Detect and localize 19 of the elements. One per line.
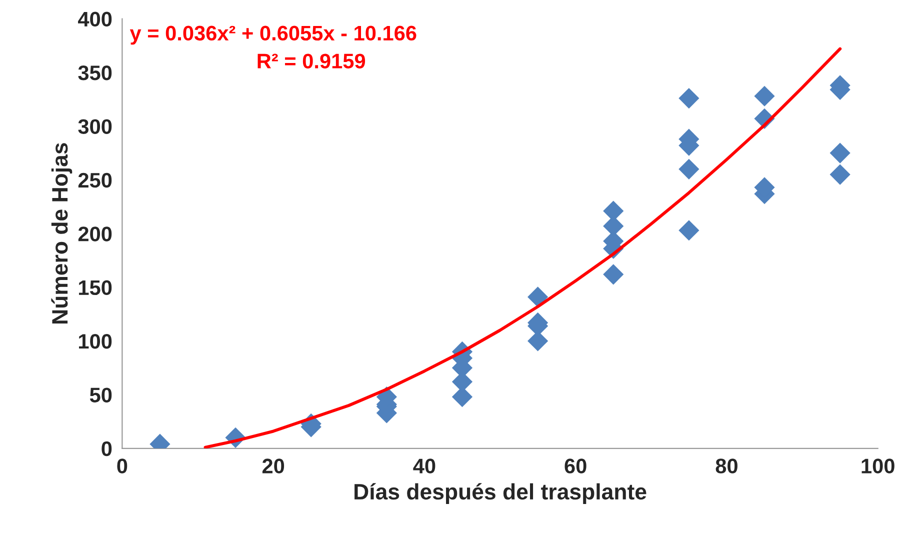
x-tick-label: 100 <box>862 458 894 474</box>
annotation: y = 0.036x² + 0.6055x - 10.166 <box>130 26 416 45</box>
y-tick-label: 0 <box>102 441 112 456</box>
y-tick-label: 50 <box>90 388 112 402</box>
y-tick-label: 350 <box>78 65 112 80</box>
x-tick-label: 0 <box>117 458 128 474</box>
y-tick-label: 200 <box>78 226 112 242</box>
y-axis-title: Número de Hojas <box>51 143 72 324</box>
x-axis-title: Días después del trasplante <box>354 483 646 504</box>
y-tick-label: 400 <box>78 12 112 27</box>
y-tick-label: 250 <box>78 172 112 188</box>
x-tick-label: 40 <box>413 458 436 474</box>
annotation: R² = 0.9159 <box>258 54 366 68</box>
x-tick-label: 60 <box>564 458 586 474</box>
x-tick-label: 80 <box>716 458 738 474</box>
y-tick-label: 150 <box>79 280 112 296</box>
y-tick-label: 300 <box>78 119 112 134</box>
y-tick-label: 100 <box>79 334 112 349</box>
x-tick-label: 20 <box>262 458 284 474</box>
